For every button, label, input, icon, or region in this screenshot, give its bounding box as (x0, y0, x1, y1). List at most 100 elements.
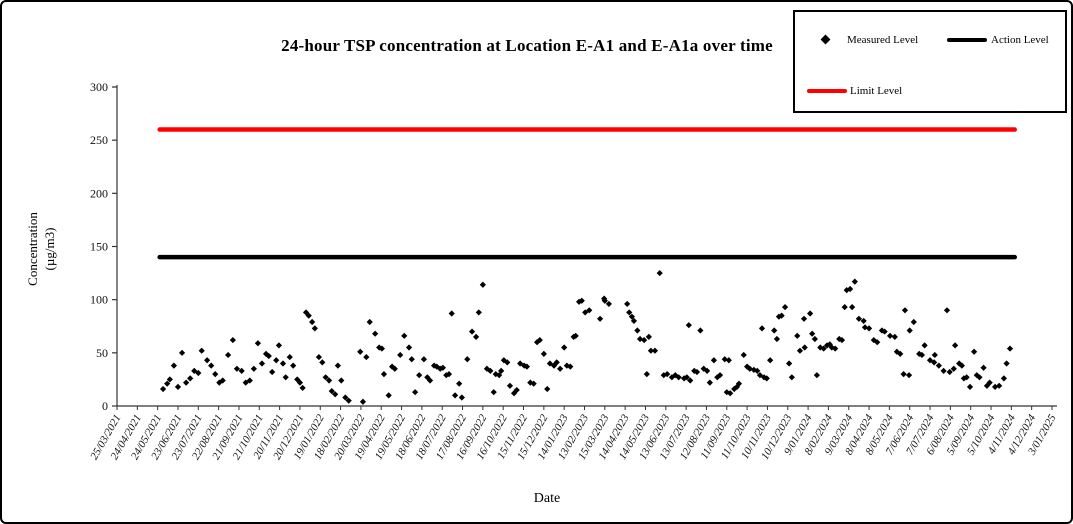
data-point (212, 371, 219, 378)
action-level-line-icon (947, 38, 987, 42)
data-point (778, 312, 785, 319)
data-point (164, 380, 171, 387)
data-point (754, 367, 761, 375)
data-point (578, 297, 585, 304)
data-point (357, 348, 364, 355)
data-point (439, 364, 446, 371)
data-point (800, 315, 808, 322)
y-tick-label: 150 (90, 240, 108, 254)
data-point (710, 357, 718, 364)
data-point (527, 379, 534, 386)
data-point (1003, 360, 1010, 367)
data-point (809, 330, 816, 337)
data-point (208, 362, 215, 369)
data-point (233, 365, 241, 372)
data-point (325, 377, 333, 384)
data-point (773, 335, 781, 343)
data-point (983, 382, 991, 389)
data-point (464, 356, 471, 363)
data-point (976, 374, 983, 381)
legend-label-limit-level: Limit Level (850, 85, 903, 97)
data-point (596, 315, 604, 322)
data-point (645, 333, 652, 340)
data-point (687, 377, 694, 384)
data-point (397, 351, 404, 359)
data-point (225, 351, 232, 359)
data-point (286, 353, 293, 361)
data-point (931, 351, 938, 359)
data-point (305, 312, 312, 319)
data-point (841, 304, 848, 311)
data-point (279, 360, 287, 367)
data-point (451, 392, 459, 399)
data-point (714, 374, 721, 381)
data-point (498, 367, 505, 375)
data-point (183, 379, 190, 386)
data-point (523, 363, 531, 370)
data-point (391, 365, 398, 372)
data-point (651, 347, 659, 354)
data-point (931, 359, 938, 366)
data-point (781, 304, 789, 311)
data-point (630, 317, 638, 325)
data-point (269, 368, 276, 376)
y-tick-label: 200 (90, 186, 108, 200)
data-point (195, 369, 202, 377)
data-point (420, 356, 428, 363)
data-point (319, 359, 326, 366)
data-point (563, 362, 570, 369)
data-point (820, 345, 827, 352)
data-point (901, 307, 909, 314)
data-point (544, 385, 551, 393)
data-point (490, 389, 497, 396)
data-point (378, 345, 386, 352)
data-point (408, 356, 415, 363)
data-point (561, 344, 568, 351)
measured-level-diamond-icon (820, 34, 831, 45)
data-point (567, 363, 574, 370)
data-point (874, 339, 881, 346)
y-axis-title: Concentration (µg/m3) (24, 169, 60, 329)
data-point (807, 310, 814, 317)
data-point (693, 368, 701, 376)
data-point (801, 344, 808, 351)
data-point (322, 374, 329, 381)
data-point (315, 353, 323, 361)
data-point (878, 327, 886, 334)
data-point (536, 336, 543, 344)
data-point (970, 348, 978, 355)
data-point (309, 318, 316, 326)
data-point (302, 309, 310, 316)
data-point (870, 336, 877, 344)
data-point (943, 307, 951, 314)
y-tick-label: 250 (90, 133, 108, 147)
data-point (530, 380, 537, 387)
data-point (966, 383, 974, 390)
data-point (760, 374, 768, 381)
data-point (359, 398, 367, 405)
data-point (178, 349, 186, 356)
data-point (843, 286, 850, 294)
data-point (643, 371, 650, 378)
data-point (334, 362, 341, 369)
data-point (767, 357, 774, 364)
data-point (691, 367, 698, 375)
data-point (342, 394, 349, 401)
data-point (290, 362, 297, 369)
data-point (893, 348, 900, 355)
data-point (430, 362, 438, 369)
data-point (750, 366, 757, 373)
data-point (586, 307, 593, 314)
data-point (758, 325, 766, 332)
data-point (775, 313, 783, 320)
data-point (475, 309, 482, 316)
data-point (275, 342, 283, 349)
data-point (456, 380, 463, 387)
data-point (823, 342, 831, 349)
data-point (980, 364, 987, 371)
data-point (626, 309, 633, 316)
data-point (935, 362, 942, 369)
data-point (250, 365, 257, 372)
data-point (704, 367, 711, 375)
